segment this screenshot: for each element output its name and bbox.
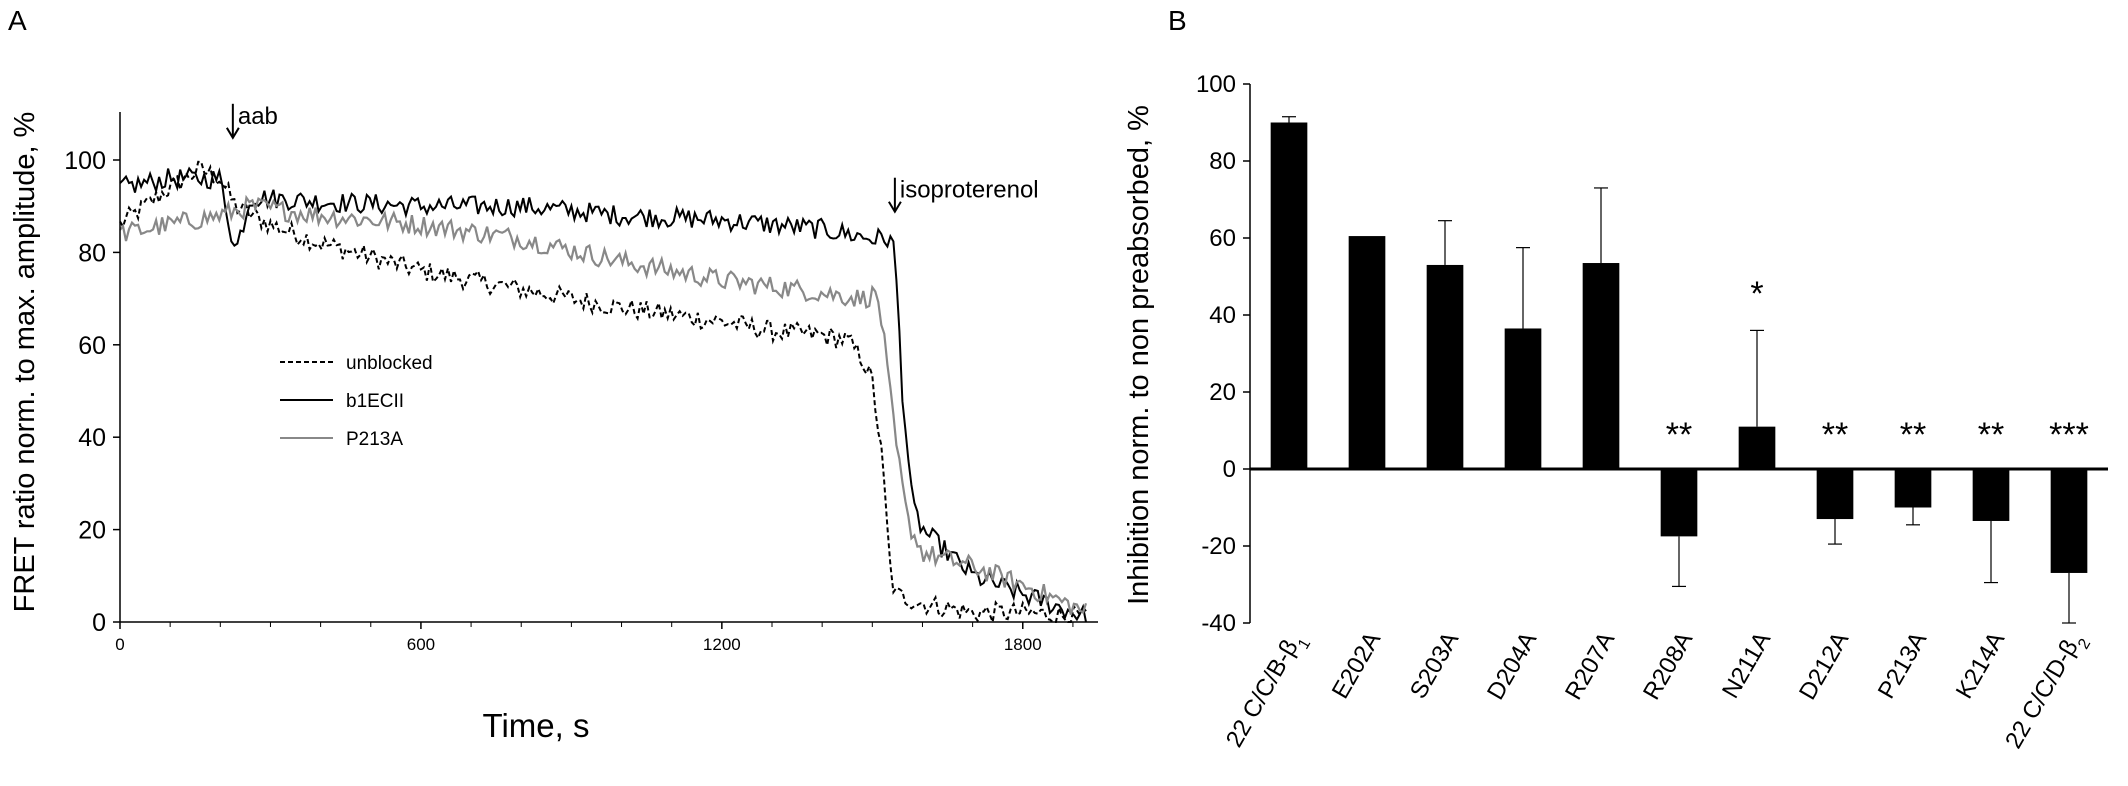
y-tick-label: 100 <box>64 147 106 175</box>
bar <box>1894 469 1932 508</box>
y-tick-label: 60 <box>78 332 106 360</box>
panel-a-line-chart: 0 600 1200 1800 0 20 40 60 80 100 Time, s FRET r… <box>9 103 1098 744</box>
series-line-p213a <box>119 194 1088 615</box>
panel-label-a: A <box>8 5 27 36</box>
significance-marker: ** <box>1822 416 1848 454</box>
annotation-label: aab <box>238 103 278 130</box>
bar <box>1738 426 1776 469</box>
bar <box>1972 469 2010 521</box>
category-label: D204A <box>1482 628 1542 705</box>
bar <box>1660 469 1698 537</box>
legend-label: unblocked <box>346 353 433 374</box>
legend-label: P213A <box>346 429 403 450</box>
panel-a-y-axis-label: FRET ratio norm. to max. amplitude, % <box>9 112 41 613</box>
significance-marker: ** <box>1666 416 1692 454</box>
x-tick-label: 600 <box>407 635 435 654</box>
x-tick-label: 0 <box>115 635 124 654</box>
bar <box>1270 122 1308 469</box>
category-label: R207A <box>1560 628 1620 705</box>
annotation-label: isoproterenol <box>900 177 1039 204</box>
category-label: N211A <box>1717 628 1776 704</box>
series-line-unblocked <box>119 160 1087 626</box>
bar <box>1348 236 1386 469</box>
y-tick-label: 80 <box>1209 148 1236 175</box>
panel-a-legend: unblocked b1ECII P213A <box>280 353 433 450</box>
y-tick-label: 40 <box>78 424 106 452</box>
y-tick-label: 0 <box>92 609 106 637</box>
legend-label: b1ECII <box>346 391 404 412</box>
significance-marker: ** <box>1900 416 1926 454</box>
category-label: K214A <box>1951 628 2010 704</box>
panel-b-y-axis-label: Inhibition norm. to non preabsorbed, % <box>1123 105 1155 605</box>
y-tick-label: 80 <box>78 239 106 267</box>
significance-marker: * <box>1750 275 1763 313</box>
y-tick-label: 100 <box>1196 71 1236 98</box>
annotation-arrowhead <box>225 127 240 140</box>
x-tick-label: 1200 <box>703 635 741 654</box>
significance-marker: ** <box>1978 416 2004 454</box>
category-label: 22 C/C/D-β2 <box>2000 627 2094 756</box>
bar <box>1582 263 1620 469</box>
category-label: D212A <box>1794 628 1854 705</box>
bar <box>1816 469 1854 520</box>
y-tick-label: 20 <box>78 517 106 545</box>
panel-a-x-axis-label: Time, s <box>483 707 590 744</box>
bar <box>2050 469 2088 573</box>
annotation-arrowhead <box>888 201 902 214</box>
y-tick-label: 60 <box>1209 225 1236 252</box>
category-label: 22 C/C/B-β1 <box>1221 627 1314 755</box>
category-label: P213A <box>1873 628 1932 704</box>
significance-marker: *** <box>2049 416 2089 454</box>
panel-label-b: B <box>1168 5 1187 36</box>
bar <box>1504 328 1542 469</box>
x-tick-label: 1800 <box>1004 635 1042 654</box>
y-tick-label: -40 <box>1201 610 1236 637</box>
category-label: E202A <box>1327 628 1386 704</box>
y-tick-label: 40 <box>1209 302 1236 329</box>
y-tick-label: 20 <box>1209 379 1236 406</box>
series-line-b1ecii <box>119 166 1087 623</box>
category-label: S203A <box>1405 628 1464 704</box>
y-tick-label: 0 <box>1223 456 1236 483</box>
y-tick-label: -20 <box>1201 533 1236 560</box>
category-label: R208A <box>1638 628 1698 705</box>
bar <box>1426 264 1464 469</box>
